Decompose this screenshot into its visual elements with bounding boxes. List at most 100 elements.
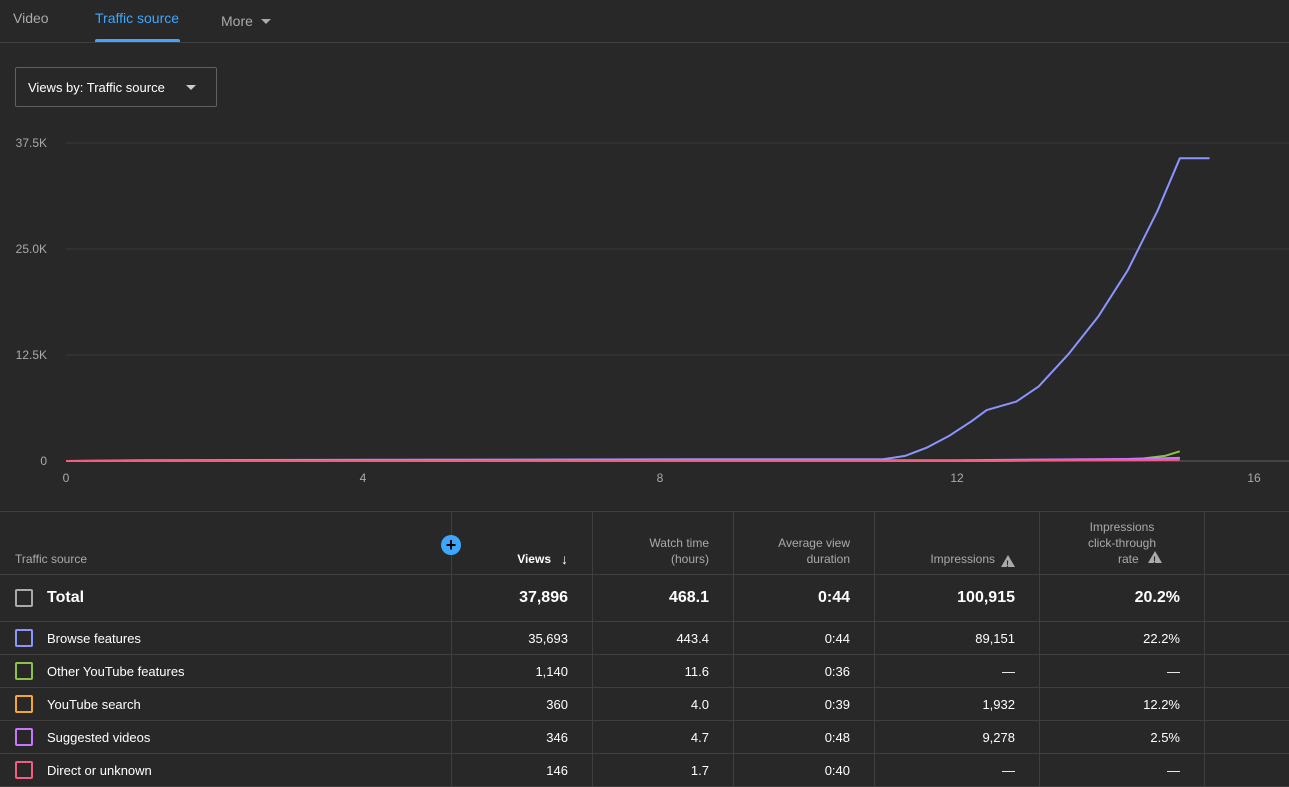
views-by-dropdown[interactable]: Views by: Traffic source [15, 67, 217, 107]
source-cell: YouTube search [0, 688, 452, 720]
source-label: YouTube search [47, 696, 141, 712]
series-checkbox[interactable] [15, 728, 33, 746]
table-row: Browse features 35,693 443.4 0:44 89,151 22.2… [0, 622, 1289, 655]
header-watch-time-label-2: (hours) [670, 552, 709, 566]
watch-time-cell: 11.6 [593, 655, 734, 687]
source-cell: Direct or unknown [0, 754, 452, 786]
views-by-label: Views by: Traffic source [28, 79, 165, 95]
source-label: Direct or unknown [47, 762, 152, 778]
y-tick-label: 0 [40, 454, 47, 468]
avg-duration-cell: 0:40 [734, 754, 875, 786]
y-tick-label: 25.0K [16, 242, 47, 256]
total-label: Total [47, 589, 85, 606]
y-tick-label: 37.5K [16, 136, 47, 150]
source-cell: Suggested videos [0, 721, 452, 753]
traffic-source-chart: 37.5K 25.0K 12.5K 0 0 4 8 12 16 [16, 136, 1289, 485]
views-cell: 360 [452, 688, 593, 720]
caret-down-icon [186, 85, 196, 90]
header-watch-time[interactable]: Watch time (hours) [593, 512, 734, 574]
impressions-cell: 89,151 [875, 622, 1040, 654]
header-avg-label-1: Average view [778, 536, 850, 550]
views-cell: 35,693 [452, 622, 593, 654]
total-label-cell: Total [0, 575, 452, 621]
total-spacer [1205, 575, 1289, 621]
avg-duration-cell: 0:39 [734, 688, 875, 720]
chart-grid [66, 142, 1289, 462]
row-spacer [1205, 688, 1289, 720]
total-checkbox[interactable] [15, 589, 33, 607]
x-tick-label: 16 [1247, 471, 1261, 485]
views-cell: 346 [452, 721, 593, 753]
table-row: YouTube search 360 4.0 0:39 1,932 12.2% [0, 688, 1289, 721]
watch-time-cell: 4.0 [593, 688, 734, 720]
x-tick-label: 0 [63, 471, 70, 485]
views-cell: 1,140 [452, 655, 593, 687]
header-avg-view-duration[interactable]: Average view duration [734, 512, 875, 574]
series-line-browse-features [65, 157, 1210, 462]
watch-time-cell: 1.7 [593, 754, 734, 786]
tab-traffic-source[interactable]: Traffic source [95, 0, 180, 42]
source-label: Other YouTube features [47, 663, 185, 679]
header-traffic-source: Traffic source + [0, 512, 461, 574]
header-impressions-label: Impressions [930, 552, 995, 566]
avg-duration-cell: 0:44 [734, 622, 875, 654]
ctr-cell: 12.2% [1040, 688, 1205, 720]
ctr-cell: 22.2% [1040, 622, 1205, 654]
series-checkbox[interactable] [15, 629, 33, 647]
table-header-row: Traffic source + Views ↓ Watch time (hou… [0, 512, 1289, 575]
header-views[interactable]: Views ↓ [452, 512, 593, 574]
impressions-cell: — [875, 655, 1040, 687]
avg-duration-cell: 0:48 [734, 721, 875, 753]
tab-video[interactable]: Video [13, 10, 49, 26]
row-spacer [1205, 655, 1289, 687]
caret-down-icon [260, 18, 271, 24]
warning-icon[interactable] [1148, 551, 1163, 568]
tab-more-label: More [221, 13, 253, 29]
tab-bar: Video Traffic source More [0, 0, 1289, 43]
header-ctr-label-2: click-through [1087, 536, 1157, 550]
header-avg-label-2: duration [806, 552, 850, 566]
table-row: Other YouTube features 1,140 11.6 0:36— — [0, 655, 1289, 688]
header-traffic-source-label: Traffic source [15, 552, 88, 566]
series-checkbox[interactable] [15, 662, 33, 680]
x-tick-label: 8 [657, 471, 664, 485]
ctr-cell: — [1040, 655, 1205, 687]
ctr-cell: 2.5% [1040, 721, 1205, 753]
header-ctr[interactable]: Impressions click-through rate [1040, 512, 1205, 574]
header-views-label: Views [517, 552, 551, 566]
total-views: 37,896 [452, 575, 593, 621]
table-row: Direct or unknown 146 1.7 0:40— — [0, 754, 1289, 787]
x-tick-label: 12 [950, 471, 964, 485]
views-cell: 146 [452, 754, 593, 786]
traffic-source-table: Traffic source + Views ↓ Watch time (hou… [0, 511, 1289, 787]
series-line-direct-or-unknown [66, 458, 1180, 462]
ctr-cell: — [1040, 754, 1205, 786]
watch-time-cell: 443.4 [593, 622, 734, 654]
series-checkbox[interactable] [15, 695, 33, 713]
total-watch-time: 468.1 [593, 575, 734, 621]
add-metric-icon[interactable]: + [441, 535, 461, 555]
tab-more[interactable]: More [221, 0, 271, 42]
impressions-cell: 9,278 [875, 721, 1040, 753]
y-axis-labels: 37.5K 25.0K 12.5K 0 [16, 136, 48, 468]
header-watch-time-label-1: Watch time [649, 536, 709, 550]
chart-series [65, 157, 1210, 462]
x-axis-labels: 0 4 8 12 16 [63, 471, 1261, 485]
total-avg-duration: 0:44 [734, 575, 875, 621]
watch-time-cell: 4.7 [593, 721, 734, 753]
source-cell: Other YouTube features [0, 655, 452, 687]
header-impressions[interactable]: Impressions [875, 512, 1040, 574]
avg-duration-cell: 0:36 [734, 655, 875, 687]
series-checkbox[interactable] [15, 761, 33, 779]
header-ctr-label-1: Impressions [1089, 520, 1155, 534]
source-cell: Browse features [0, 622, 452, 654]
total-ctr: 20.2% [1040, 575, 1205, 621]
row-spacer [1205, 754, 1289, 786]
header-ctr-label-3: rate [1117, 552, 1139, 566]
x-tick-label: 4 [360, 471, 367, 485]
warning-icon[interactable] [1001, 555, 1015, 572]
table-body: Browse features 35,693 443.4 0:44 89,151 22.2… [0, 622, 1289, 787]
source-label: Suggested videos [47, 729, 151, 745]
row-spacer [1205, 721, 1289, 753]
header-spacer [1205, 512, 1289, 574]
